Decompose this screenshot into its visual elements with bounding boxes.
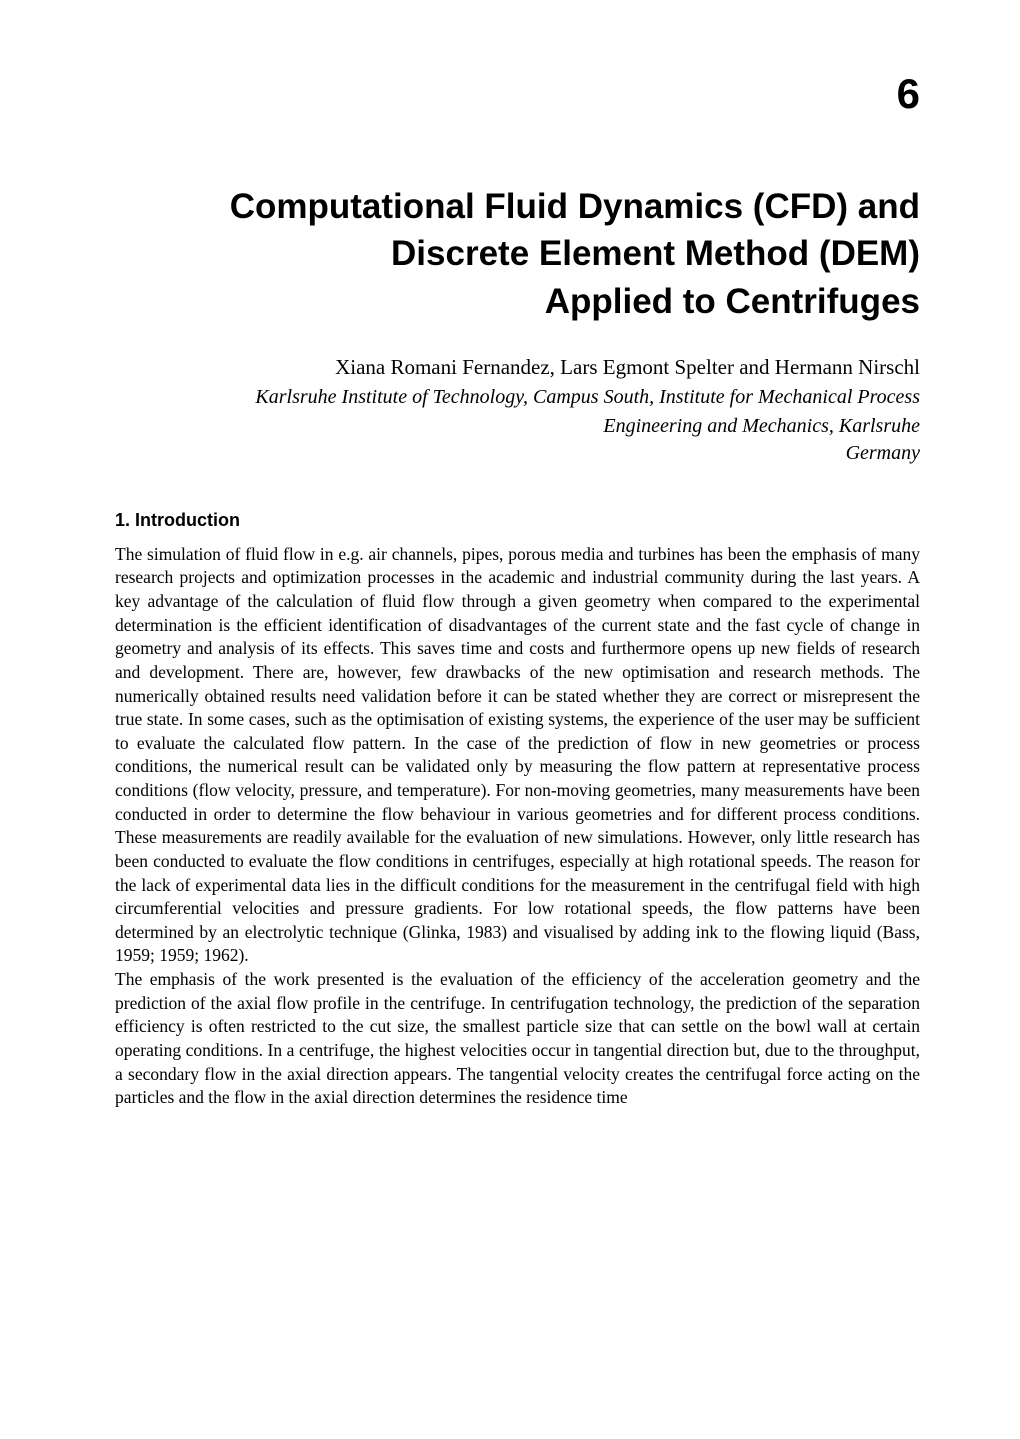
affiliation-line-1: Karlsruhe Institute of Technology, Campu… [115, 384, 920, 411]
section-heading: 1. Introduction [115, 510, 920, 531]
country-line: Germany [115, 442, 920, 465]
title-line-1: Computational Fluid Dynamics (CFD) and [230, 187, 920, 226]
chapter-title: Computational Fluid Dynamics (CFD) and D… [115, 183, 920, 325]
body-paragraph-1: The simulation of fluid flow in e.g. air… [115, 543, 920, 968]
authors-line: Xiana Romani Fernandez, Lars Egmont Spel… [115, 355, 920, 380]
chapter-number: 6 [115, 70, 920, 118]
affiliation-line-2: Engineering and Mechanics, Karlsruhe [115, 413, 920, 440]
title-line-2: Discrete Element Method (DEM) [391, 234, 920, 273]
body-paragraph-2: The emphasis of the work presented is th… [115, 968, 920, 1110]
title-line-3: Applied to Centrifuges [545, 282, 920, 321]
